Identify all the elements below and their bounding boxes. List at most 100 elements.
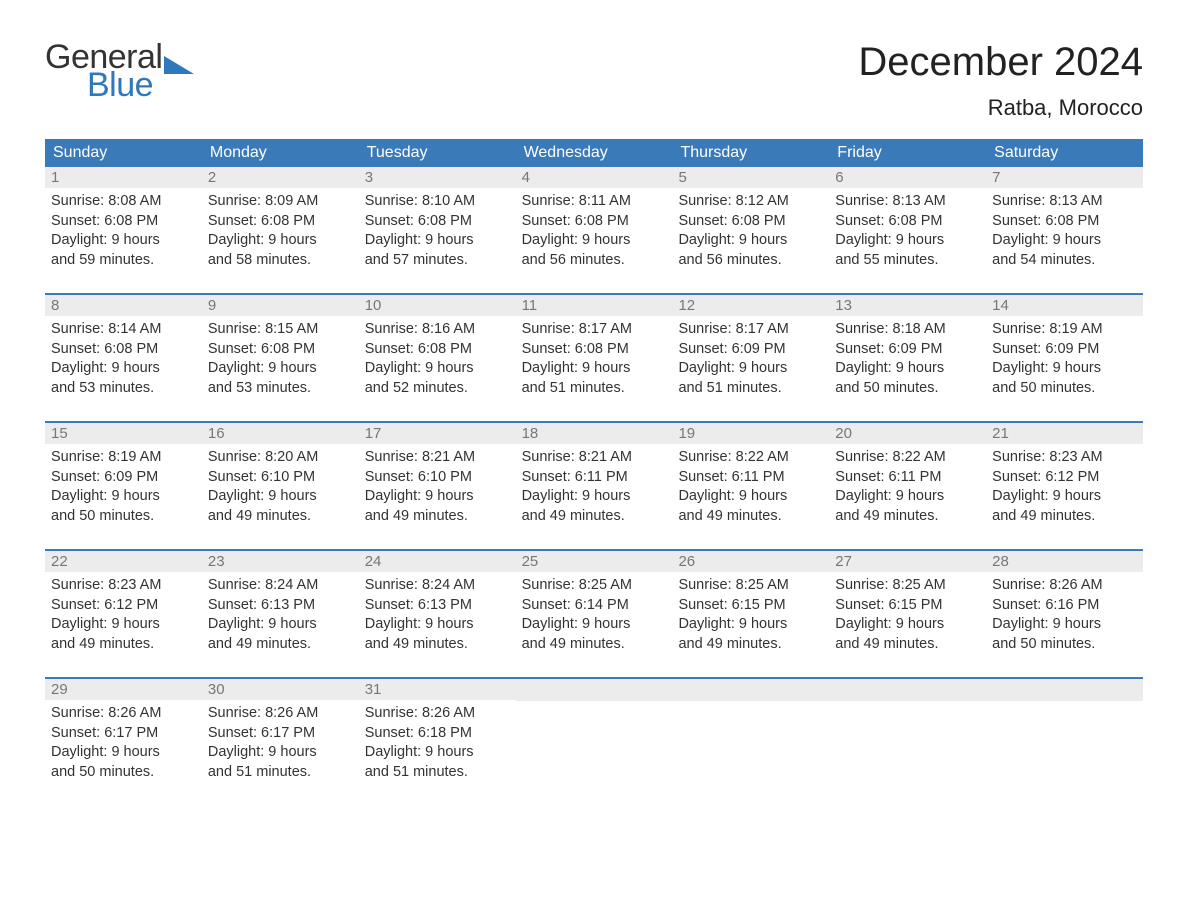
day-number: 19: [672, 423, 829, 444]
day-cell: 24Sunrise: 8:24 AMSunset: 6:13 PMDayligh…: [359, 551, 516, 663]
day-details: Sunrise: 8:16 AMSunset: 6:08 PMDaylight:…: [359, 316, 516, 406]
day-detail-line: Sunset: 6:11 PM: [522, 468, 667, 488]
day-details: Sunrise: 8:15 AMSunset: 6:08 PMDaylight:…: [202, 316, 359, 406]
day-detail-line: Sunset: 6:11 PM: [678, 468, 823, 488]
day-cell: 12Sunrise: 8:17 AMSunset: 6:09 PMDayligh…: [672, 295, 829, 407]
day-detail-line: Sunset: 6:17 PM: [208, 724, 353, 744]
day-detail-line: and 49 minutes.: [522, 507, 667, 527]
day-detail-line: and 49 minutes.: [51, 635, 196, 655]
day-detail-line: Sunrise: 8:15 AM: [208, 320, 353, 340]
day-detail-line: and 58 minutes.: [208, 251, 353, 271]
day-number: 2: [202, 167, 359, 188]
day-detail-line: Sunset: 6:08 PM: [51, 340, 196, 360]
day-number: 9: [202, 295, 359, 316]
day-cell: 14Sunrise: 8:19 AMSunset: 6:09 PMDayligh…: [986, 295, 1143, 407]
day-detail-line: Daylight: 9 hours: [365, 487, 510, 507]
day-detail-line: Daylight: 9 hours: [208, 359, 353, 379]
day-details: Sunrise: 8:23 AMSunset: 6:12 PMDaylight:…: [45, 572, 202, 662]
day-details: Sunrise: 8:22 AMSunset: 6:11 PMDaylight:…: [829, 444, 986, 534]
day-detail-line: and 50 minutes.: [51, 507, 196, 527]
day-detail-line: Sunset: 6:10 PM: [365, 468, 510, 488]
day-number: 8: [45, 295, 202, 316]
day-detail-line: Sunset: 6:09 PM: [51, 468, 196, 488]
day-detail-line: Sunrise: 8:24 AM: [365, 576, 510, 596]
day-detail-line: and 49 minutes.: [208, 507, 353, 527]
day-detail-line: Daylight: 9 hours: [208, 487, 353, 507]
day-detail-line: Daylight: 9 hours: [51, 359, 196, 379]
weekday-header: Tuesday: [359, 139, 516, 167]
day-details: Sunrise: 8:17 AMSunset: 6:08 PMDaylight:…: [516, 316, 673, 406]
day-detail-line: Sunrise: 8:13 AM: [992, 192, 1137, 212]
day-detail-line: Sunrise: 8:16 AM: [365, 320, 510, 340]
day-detail-line: Sunset: 6:16 PM: [992, 596, 1137, 616]
day-number: [516, 679, 673, 701]
day-detail-line: Sunset: 6:08 PM: [365, 340, 510, 360]
day-number: 6: [829, 167, 986, 188]
day-detail-line: and 50 minutes.: [51, 763, 196, 783]
day-detail-line: Daylight: 9 hours: [678, 231, 823, 251]
day-number: 13: [829, 295, 986, 316]
day-details: Sunrise: 8:10 AMSunset: 6:08 PMDaylight:…: [359, 188, 516, 278]
day-detail-line: Daylight: 9 hours: [522, 487, 667, 507]
day-detail-line: Daylight: 9 hours: [992, 487, 1137, 507]
day-details: Sunrise: 8:12 AMSunset: 6:08 PMDaylight:…: [672, 188, 829, 278]
day-cell: 3Sunrise: 8:10 AMSunset: 6:08 PMDaylight…: [359, 167, 516, 279]
weekday-header: Friday: [829, 139, 986, 167]
day-detail-line: Daylight: 9 hours: [835, 487, 980, 507]
day-detail-line: Sunset: 6:09 PM: [835, 340, 980, 360]
week-row: 15Sunrise: 8:19 AMSunset: 6:09 PMDayligh…: [45, 421, 1143, 535]
day-cell: 18Sunrise: 8:21 AMSunset: 6:11 PMDayligh…: [516, 423, 673, 535]
day-detail-line: Sunrise: 8:23 AM: [992, 448, 1137, 468]
day-detail-line: Sunrise: 8:26 AM: [992, 576, 1137, 596]
day-detail-line: Daylight: 9 hours: [51, 231, 196, 251]
day-detail-line: Daylight: 9 hours: [365, 743, 510, 763]
day-detail-line: and 51 minutes.: [522, 379, 667, 399]
day-detail-line: Sunrise: 8:22 AM: [678, 448, 823, 468]
day-detail-line: Sunrise: 8:08 AM: [51, 192, 196, 212]
day-details: Sunrise: 8:26 AMSunset: 6:17 PMDaylight:…: [45, 700, 202, 790]
weekday-header: Wednesday: [516, 139, 673, 167]
day-details: Sunrise: 8:13 AMSunset: 6:08 PMDaylight:…: [829, 188, 986, 278]
day-cell: [672, 679, 829, 791]
day-detail-line: and 49 minutes.: [522, 635, 667, 655]
day-details: Sunrise: 8:24 AMSunset: 6:13 PMDaylight:…: [202, 572, 359, 662]
day-detail-line: Sunset: 6:08 PM: [51, 212, 196, 232]
day-number: 27: [829, 551, 986, 572]
day-detail-line: and 51 minutes.: [208, 763, 353, 783]
day-details: Sunrise: 8:22 AMSunset: 6:11 PMDaylight:…: [672, 444, 829, 534]
logo: General Blue: [45, 40, 194, 102]
day-detail-line: Sunset: 6:08 PM: [678, 212, 823, 232]
weekday-header: Thursday: [672, 139, 829, 167]
day-number: 20: [829, 423, 986, 444]
day-details: Sunrise: 8:13 AMSunset: 6:08 PMDaylight:…: [986, 188, 1143, 278]
day-number: 21: [986, 423, 1143, 444]
day-detail-line: Daylight: 9 hours: [522, 359, 667, 379]
day-number: 29: [45, 679, 202, 700]
location-label: Ratba, Morocco: [858, 95, 1143, 121]
day-number: 23: [202, 551, 359, 572]
day-detail-line: Daylight: 9 hours: [51, 615, 196, 635]
day-details: Sunrise: 8:25 AMSunset: 6:15 PMDaylight:…: [672, 572, 829, 662]
day-detail-line: Sunrise: 8:11 AM: [522, 192, 667, 212]
day-details: Sunrise: 8:17 AMSunset: 6:09 PMDaylight:…: [672, 316, 829, 406]
day-detail-line: Daylight: 9 hours: [678, 487, 823, 507]
day-number: 7: [986, 167, 1143, 188]
day-detail-line: Sunset: 6:13 PM: [365, 596, 510, 616]
week-row: 22Sunrise: 8:23 AMSunset: 6:12 PMDayligh…: [45, 549, 1143, 663]
day-detail-line: Daylight: 9 hours: [51, 487, 196, 507]
header-block: General Blue December 2024 Ratba, Morocc…: [45, 40, 1143, 121]
day-detail-line: Sunrise: 8:21 AM: [365, 448, 510, 468]
day-detail-line: Daylight: 9 hours: [522, 615, 667, 635]
day-detail-line: and 56 minutes.: [678, 251, 823, 271]
day-detail-line: and 49 minutes.: [992, 507, 1137, 527]
day-number: 1: [45, 167, 202, 188]
day-detail-line: Sunrise: 8:19 AM: [51, 448, 196, 468]
day-detail-line: Sunrise: 8:19 AM: [992, 320, 1137, 340]
day-detail-line: Sunrise: 8:12 AM: [678, 192, 823, 212]
day-detail-line: and 51 minutes.: [365, 763, 510, 783]
day-cell: 17Sunrise: 8:21 AMSunset: 6:10 PMDayligh…: [359, 423, 516, 535]
day-detail-line: Sunset: 6:08 PM: [208, 340, 353, 360]
day-detail-line: Sunrise: 8:26 AM: [51, 704, 196, 724]
day-detail-line: Sunrise: 8:26 AM: [208, 704, 353, 724]
day-detail-line: and 49 minutes.: [678, 507, 823, 527]
